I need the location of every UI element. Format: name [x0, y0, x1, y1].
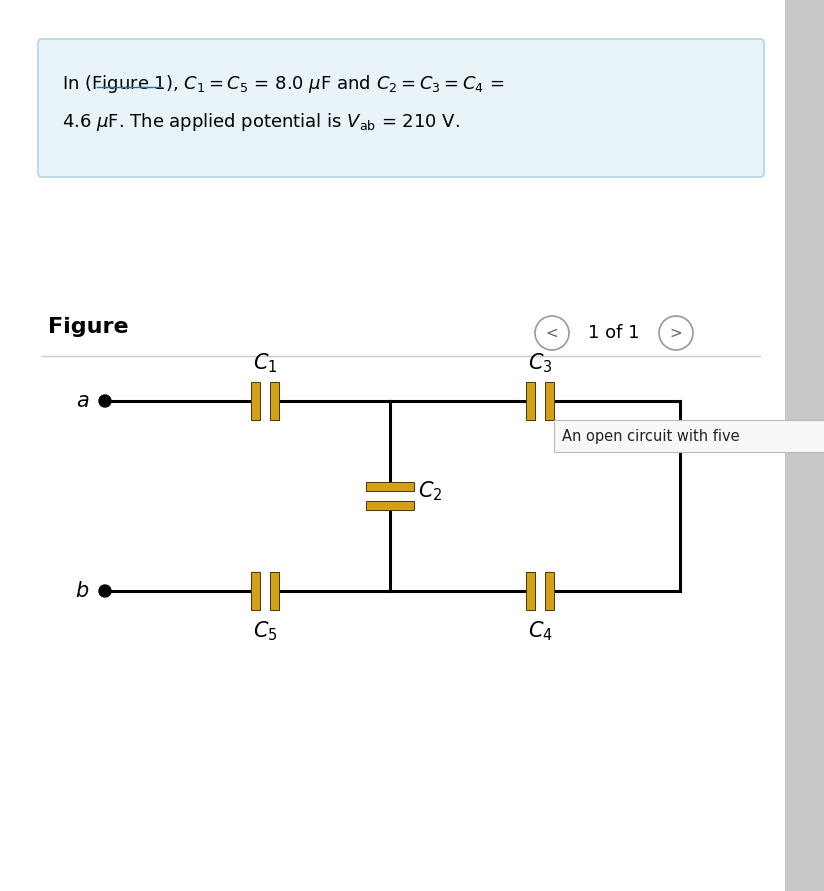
Text: $C_3$: $C_3$ [527, 351, 552, 375]
Bar [366, 501, 414, 510]
Text: 4.6 $\mu$F. The applied potential is $V_{\mathrm{ab}}$ = 210 V.: 4.6 $\mu$F. The applied potential is $V_… [62, 111, 460, 133]
Text: $C_2$: $C_2$ [418, 479, 442, 503]
Bar [545, 382, 554, 420]
Text: $b$: $b$ [75, 581, 89, 601]
Text: In (Figure 1), $C_1 = C_5$ = 8.0 $\mu$F and $C_2 = C_3 = C_4$ =: In (Figure 1), $C_1 = C_5$ = 8.0 $\mu$F … [62, 73, 504, 95]
Text: <: < [545, 325, 559, 340]
Text: $C_4$: $C_4$ [527, 619, 552, 642]
Circle shape [659, 316, 693, 350]
Bar [251, 382, 260, 420]
Circle shape [99, 395, 111, 407]
Bar [270, 572, 279, 610]
Text: 1 of 1: 1 of 1 [588, 324, 639, 342]
Bar [545, 572, 554, 610]
Text: Figure: Figure [48, 317, 129, 337]
Bar [526, 382, 535, 420]
Text: An open circuit with five: An open circuit with five [562, 429, 740, 444]
FancyBboxPatch shape [554, 420, 824, 452]
Text: $a$: $a$ [76, 391, 89, 411]
Bar [785, 0, 824, 891]
Circle shape [535, 316, 569, 350]
Bar [270, 382, 279, 420]
Circle shape [99, 585, 111, 597]
Bar [526, 572, 535, 610]
FancyBboxPatch shape [38, 39, 764, 177]
Text: >: > [670, 325, 682, 340]
Bar [251, 572, 260, 610]
Text: $C_1$: $C_1$ [253, 351, 277, 375]
Text: $C_5$: $C_5$ [253, 619, 278, 642]
Bar [366, 482, 414, 491]
